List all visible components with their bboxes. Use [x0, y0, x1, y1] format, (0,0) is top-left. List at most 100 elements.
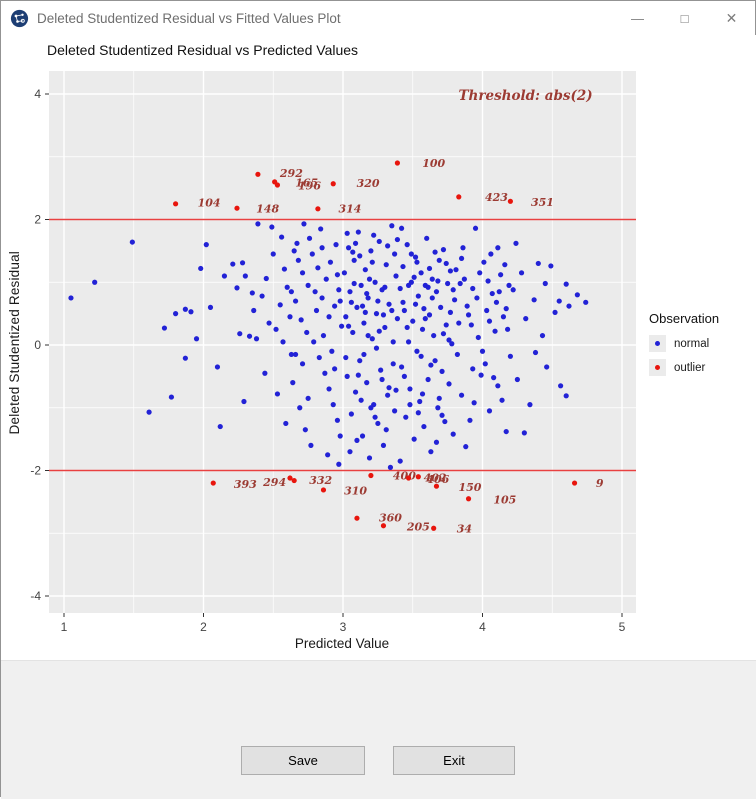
- save-button[interactable]: Save: [241, 746, 365, 775]
- data-point-normal: [539, 332, 546, 339]
- data-point-normal: [339, 323, 345, 329]
- data-point-outlier: [287, 475, 293, 481]
- data-point-normal: [411, 274, 417, 280]
- data-point-normal: [253, 336, 260, 342]
- data-point-normal: [323, 276, 329, 282]
- threshold-annotation: Threshold: abs(2): [459, 88, 593, 104]
- data-point-normal: [375, 420, 381, 427]
- data-point-normal: [415, 410, 421, 416]
- outlier-label: 34: [457, 522, 472, 535]
- data-point-normal: [404, 324, 410, 331]
- data-point-normal: [369, 259, 375, 265]
- outlier-point-icon: [655, 365, 660, 370]
- data-point-normal: [436, 257, 442, 263]
- data-point-normal: [435, 405, 441, 411]
- data-point-normal: [354, 304, 360, 310]
- data-point-normal: [460, 245, 466, 251]
- data-point-normal: [378, 367, 384, 373]
- data-point-normal: [453, 267, 459, 273]
- outlier-label: 105: [493, 493, 516, 506]
- data-point-normal: [274, 391, 281, 397]
- data-point-outlier: [405, 475, 412, 481]
- data-point-normal: [400, 263, 406, 270]
- data-point-normal: [299, 270, 306, 276]
- outlier-label: 320: [357, 177, 380, 190]
- data-point-normal: [336, 461, 342, 467]
- data-point-normal: [491, 375, 497, 381]
- x-axis-title: Predicted Value: [294, 636, 390, 651]
- data-point-outlier: [465, 496, 472, 502]
- data-point-normal: [438, 304, 444, 310]
- data-point-normal: [393, 387, 399, 393]
- data-point-normal: [364, 380, 370, 386]
- data-point-normal: [297, 405, 303, 411]
- data-point-normal: [313, 307, 320, 314]
- app-icon: [10, 9, 29, 27]
- data-point-normal: [308, 442, 314, 448]
- outlier-label: 406: [426, 473, 449, 486]
- data-point-normal: [474, 295, 480, 301]
- minimize-button[interactable]: —: [631, 10, 644, 26]
- data-point-normal: [510, 287, 516, 293]
- data-point-normal: [281, 266, 288, 272]
- data-point-normal: [319, 295, 325, 301]
- data-point-outlier: [330, 181, 336, 187]
- data-point-normal: [454, 351, 460, 358]
- data-point-normal: [433, 289, 440, 295]
- outlier-label: 148: [256, 202, 279, 215]
- data-point-normal: [450, 287, 456, 293]
- data-point-normal: [325, 452, 331, 458]
- data-point-normal: [383, 427, 389, 433]
- data-point-normal: [414, 259, 420, 265]
- data-point-normal: [277, 302, 283, 308]
- data-point-normal: [514, 376, 520, 383]
- data-point-normal: [299, 361, 306, 367]
- y-axis-title: Deleted Studentized Residual: [7, 251, 22, 435]
- legend-label-outlier: outlier: [674, 361, 706, 374]
- data-point-normal: [352, 389, 359, 395]
- data-point-normal: [198, 265, 204, 272]
- data-point-normal: [337, 433, 343, 439]
- data-point-normal: [393, 273, 399, 279]
- data-point-normal: [552, 309, 558, 315]
- data-point-normal: [359, 433, 366, 439]
- data-point-normal: [382, 324, 388, 331]
- data-point-normal: [450, 431, 456, 437]
- data-point-normal: [343, 354, 349, 361]
- maximize-button[interactable]: □: [680, 10, 689, 26]
- data-point-normal: [348, 299, 354, 305]
- data-point-outlier: [380, 523, 387, 529]
- data-point-normal: [411, 436, 417, 442]
- data-point-normal: [292, 298, 299, 304]
- outlier-label: 314: [338, 202, 361, 215]
- data-point-normal: [426, 312, 433, 318]
- data-point-normal: [429, 276, 435, 282]
- exit-button[interactable]: Exit: [393, 746, 515, 775]
- data-point-outlier: [433, 483, 440, 489]
- data-point-normal: [422, 316, 428, 322]
- data-point-normal: [246, 333, 253, 339]
- data-point-normal: [366, 455, 373, 461]
- x-tick-label: 3: [340, 620, 347, 634]
- figure-area: Deleted Studentized Residual vs Predicte…: [1, 35, 756, 660]
- data-point-normal: [239, 260, 246, 266]
- data-point-normal: [259, 293, 265, 299]
- data-point-normal: [279, 234, 285, 240]
- data-point-normal: [283, 420, 289, 427]
- data-point-normal: [513, 240, 519, 246]
- data-point-normal: [294, 240, 300, 246]
- data-point-normal: [542, 280, 548, 287]
- data-point-normal: [558, 383, 564, 389]
- data-point-normal: [344, 373, 350, 379]
- data-point-outlier: [456, 194, 462, 200]
- data-point-normal: [242, 273, 248, 279]
- data-point-normal: [486, 408, 493, 414]
- data-point-normal: [345, 245, 352, 251]
- data-point-normal: [583, 299, 589, 305]
- close-button[interactable]: ✕: [725, 9, 738, 26]
- data-point-normal: [92, 279, 98, 285]
- data-point-normal: [249, 290, 255, 296]
- data-point-normal: [316, 354, 322, 361]
- data-point-normal: [269, 224, 275, 230]
